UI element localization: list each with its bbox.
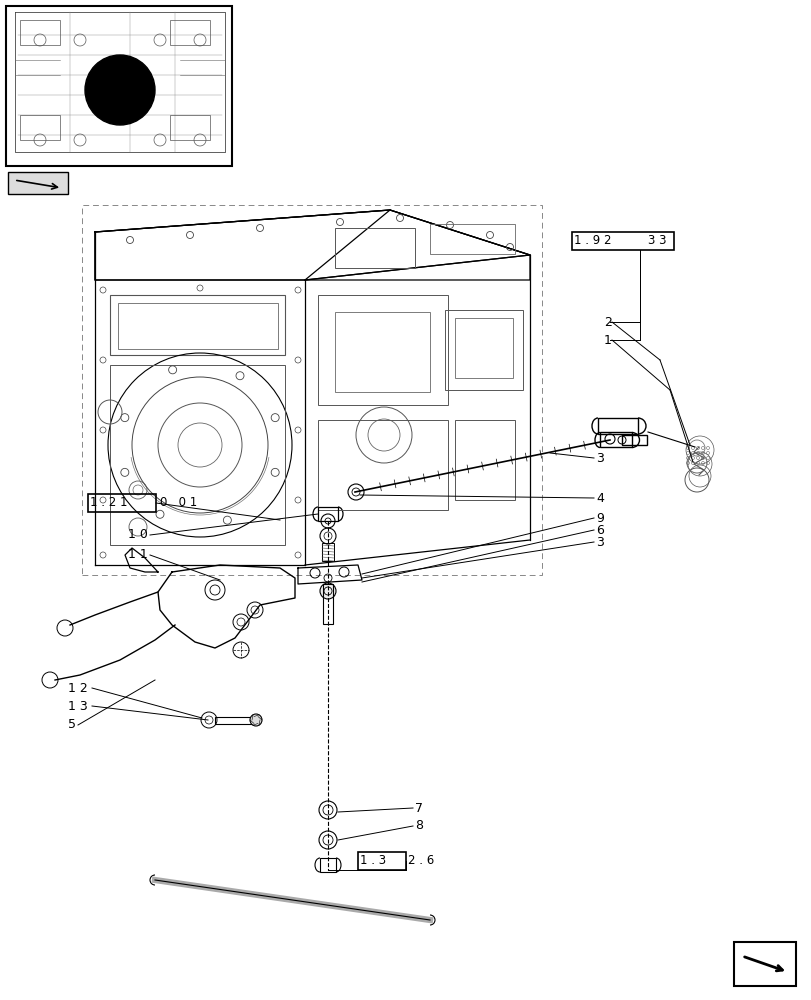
Bar bbox=[335, 228, 414, 268]
Text: 6: 6 bbox=[595, 524, 603, 536]
Bar bbox=[20, 115, 60, 140]
Bar bbox=[8, 172, 68, 194]
Bar bbox=[454, 420, 514, 500]
Bar bbox=[323, 584, 333, 624]
Bar bbox=[454, 318, 513, 378]
Text: 1 . 9 2: 1 . 9 2 bbox=[573, 234, 611, 247]
Bar bbox=[88, 494, 156, 512]
Text: 1: 1 bbox=[603, 334, 611, 347]
Bar bbox=[335, 312, 430, 392]
Bar bbox=[318, 507, 337, 521]
Bar bbox=[82, 205, 541, 575]
Bar bbox=[6, 6, 232, 166]
Text: 9: 9 bbox=[595, 512, 603, 524]
Bar bbox=[571, 232, 673, 250]
Text: 2: 2 bbox=[603, 316, 611, 328]
Text: 1 0: 1 0 bbox=[128, 528, 148, 542]
Bar bbox=[430, 224, 514, 254]
Text: 1 1: 1 1 bbox=[128, 548, 148, 562]
Bar bbox=[597, 418, 637, 434]
Circle shape bbox=[85, 55, 155, 125]
Text: 3: 3 bbox=[595, 536, 603, 548]
Text: 2 . 6: 2 . 6 bbox=[407, 854, 434, 867]
Bar bbox=[322, 543, 333, 561]
Text: 8: 8 bbox=[414, 819, 423, 832]
Text: 1 3: 1 3 bbox=[68, 700, 88, 712]
Bar bbox=[169, 115, 210, 140]
Bar bbox=[109, 365, 285, 545]
Bar bbox=[215, 717, 253, 724]
Text: 1 2: 1 2 bbox=[68, 682, 88, 694]
Bar bbox=[318, 420, 448, 510]
Bar bbox=[118, 303, 277, 349]
Bar bbox=[621, 435, 646, 445]
Text: 5: 5 bbox=[68, 718, 76, 731]
Text: 1 . 2 1: 1 . 2 1 bbox=[90, 496, 127, 510]
Text: 1 . 3: 1 . 3 bbox=[359, 854, 386, 867]
Text: 3: 3 bbox=[595, 452, 603, 464]
Bar bbox=[109, 295, 285, 355]
Bar bbox=[320, 858, 336, 872]
Circle shape bbox=[250, 714, 262, 726]
Bar bbox=[169, 20, 210, 45]
Text: 3 3: 3 3 bbox=[647, 234, 666, 247]
Bar bbox=[358, 852, 406, 870]
Text: 4: 4 bbox=[595, 491, 603, 504]
Bar bbox=[444, 310, 522, 390]
Text: 7: 7 bbox=[414, 801, 423, 814]
Text: 0   0 1: 0 0 1 bbox=[160, 496, 197, 510]
Bar bbox=[599, 432, 631, 447]
Bar bbox=[318, 295, 448, 405]
Circle shape bbox=[320, 583, 336, 599]
Bar bbox=[20, 20, 60, 45]
Bar bbox=[733, 942, 795, 986]
